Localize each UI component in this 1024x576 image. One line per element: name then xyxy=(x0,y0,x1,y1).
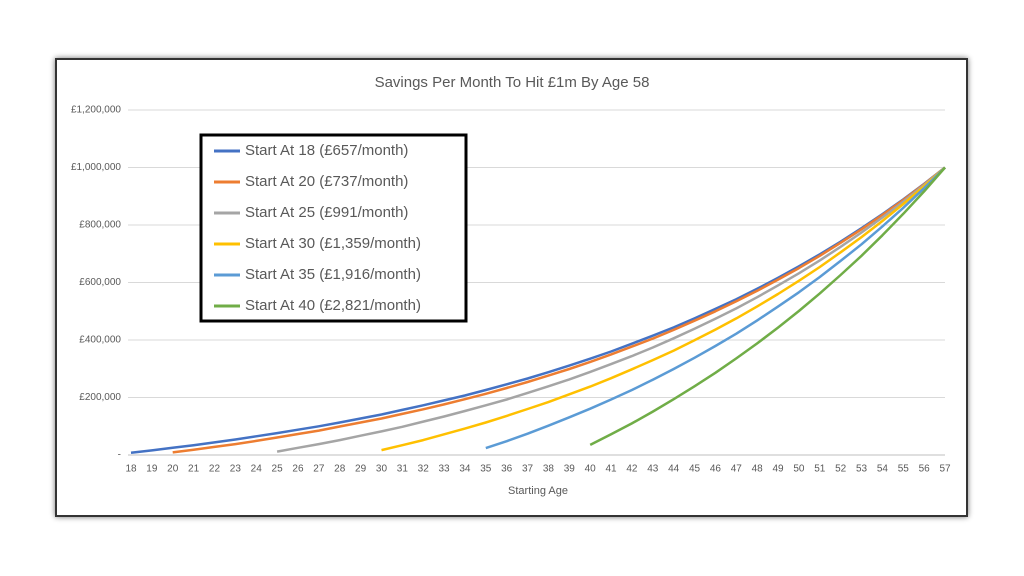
x-axis-label: Starting Age xyxy=(508,485,568,497)
chart-frame xyxy=(55,58,968,517)
x-tick-label: 37 xyxy=(522,464,534,475)
series-line xyxy=(381,166,946,452)
legend-label: Start At 20 (£737/month) xyxy=(245,173,408,190)
x-tick-label: 44 xyxy=(668,464,680,475)
legend-label: Start At 18 (£657/month) xyxy=(245,142,408,159)
x-tick-label: 53 xyxy=(856,464,868,475)
x-tick-label: 43 xyxy=(647,464,659,475)
x-tick-label: 46 xyxy=(710,464,722,475)
x-tick-label: 36 xyxy=(501,464,513,475)
y-tick-label: - xyxy=(118,450,121,461)
x-tick-label: 48 xyxy=(752,464,764,475)
x-tick-label: 18 xyxy=(125,464,137,475)
x-tick-label: 40 xyxy=(585,464,597,475)
x-tick-label: 42 xyxy=(626,464,638,475)
x-tick-label: 20 xyxy=(167,464,179,475)
x-tick-label: 41 xyxy=(605,464,617,475)
x-tick-label: 49 xyxy=(772,464,784,475)
y-tick-label: £1,200,000 xyxy=(71,105,121,116)
x-tick-label: 22 xyxy=(209,464,221,475)
x-tick-label: 50 xyxy=(793,464,805,475)
x-tick-label: 32 xyxy=(418,464,430,475)
x-tick-label: 51 xyxy=(814,464,826,475)
x-tick-label: 30 xyxy=(376,464,388,475)
series-line xyxy=(485,166,946,450)
x-tick-label: 55 xyxy=(898,464,910,475)
x-tick-label: 21 xyxy=(188,464,200,475)
x-tick-label: 28 xyxy=(334,464,346,475)
legend-label: Start At 40 (£2,821/month) xyxy=(245,297,421,314)
x-tick-label: 47 xyxy=(731,464,743,475)
y-tick-label: £400,000 xyxy=(79,335,121,346)
legend-label: Start At 30 (£1,359/month) xyxy=(245,235,421,252)
y-tick-label: £600,000 xyxy=(79,277,121,288)
x-tick-label: 35 xyxy=(480,464,492,475)
x-tick-label: 56 xyxy=(919,464,931,475)
x-tick-label: 26 xyxy=(292,464,304,475)
y-tick-label: £1,000,000 xyxy=(71,162,121,173)
x-tick-label: 23 xyxy=(230,464,242,475)
series-line xyxy=(589,166,946,447)
x-tick-label: 24 xyxy=(251,464,263,475)
plot-lines xyxy=(130,166,946,454)
x-tick-label: 31 xyxy=(397,464,409,475)
legend-box xyxy=(199,133,468,323)
x-tick-label: 34 xyxy=(459,464,471,475)
chart-title: Savings Per Month To Hit £1m By Age 58 xyxy=(375,74,650,91)
x-tick-label: 27 xyxy=(313,464,325,475)
x-tick-label: 52 xyxy=(835,464,847,475)
y-tick-label: £200,000 xyxy=(79,392,121,403)
x-tick-label: 45 xyxy=(689,464,701,475)
legend: Start At 18 (£657/month) Start At 20 (£73… xyxy=(199,133,468,323)
x-tick-label: 19 xyxy=(146,464,158,475)
y-tick-label: £800,000 xyxy=(79,220,121,231)
legend-label: Start At 25 (£991/month) xyxy=(245,204,408,221)
x-tick-label: 29 xyxy=(355,464,367,475)
x-tick-label: 33 xyxy=(439,464,451,475)
x-tick-label: 54 xyxy=(877,464,889,475)
series-line xyxy=(130,166,946,454)
x-tick-label: 38 xyxy=(543,464,555,475)
legend-label: Start At 35 (£1,916/month) xyxy=(245,266,421,283)
series-line xyxy=(172,166,946,454)
x-tick-label: 39 xyxy=(564,464,576,475)
x-tick-label: 25 xyxy=(272,464,284,475)
series-line xyxy=(276,166,946,453)
x-tick-label: 57 xyxy=(939,464,951,475)
